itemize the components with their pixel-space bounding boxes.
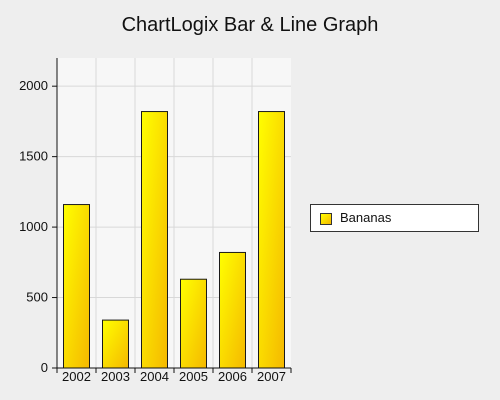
y-tick-label: 500 bbox=[26, 290, 48, 305]
y-axis-ticks: 0 500 1000 1500 2000 bbox=[19, 78, 57, 375]
x-tick-label: 2004 bbox=[140, 369, 169, 384]
y-tick-label: 2000 bbox=[19, 78, 48, 93]
y-tick-label: 1500 bbox=[19, 149, 48, 164]
x-tick-label: 2005 bbox=[179, 369, 208, 384]
y-tick-label: 0 bbox=[41, 360, 48, 375]
x-tick-label: 2002 bbox=[62, 369, 91, 384]
bar-2003 bbox=[102, 319, 129, 369]
bar-2006 bbox=[219, 251, 246, 369]
grid-lines bbox=[57, 58, 291, 368]
chart-title: ChartLogix Bar & Line Graph bbox=[121, 14, 379, 36]
legend: Bananas bbox=[310, 204, 479, 232]
x-axis-ticks: 2002 2003 2004 2005 2006 2007 bbox=[56, 368, 292, 384]
y-tick-label: 1000 bbox=[19, 219, 48, 234]
legend-label-bananas: Bananas bbox=[340, 210, 392, 225]
bar-2007 bbox=[258, 111, 285, 369]
x-tick-label: 2006 bbox=[218, 369, 247, 384]
bar-2002 bbox=[63, 204, 90, 369]
legend-swatch bbox=[320, 213, 332, 225]
bars bbox=[63, 111, 285, 369]
bar-2005 bbox=[180, 278, 207, 369]
bar-2004 bbox=[141, 111, 168, 369]
x-tick-label: 2003 bbox=[101, 369, 130, 384]
x-tick-label: 2007 bbox=[257, 369, 286, 384]
